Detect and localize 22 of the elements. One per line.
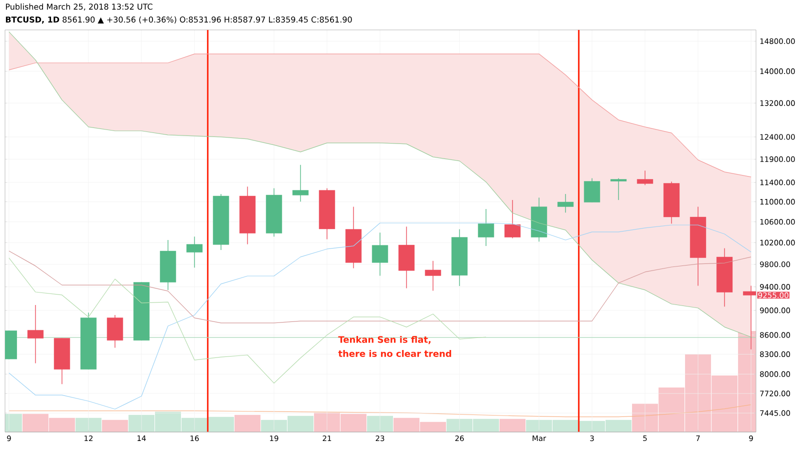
candlestick bbox=[636, 170, 654, 186]
line-series bbox=[8, 258, 486, 384]
bar bbox=[234, 414, 260, 432]
candlestick bbox=[106, 314, 124, 348]
candlestick bbox=[557, 194, 574, 214]
bar bbox=[102, 420, 128, 432]
bar bbox=[500, 418, 526, 432]
candlestick bbox=[478, 208, 494, 246]
candlestick bbox=[610, 178, 627, 200]
candlestick bbox=[584, 178, 600, 203]
candlestick bbox=[372, 232, 388, 276]
candlestick bbox=[27, 304, 44, 364]
annotation: there is no clear trend bbox=[338, 350, 452, 357]
chart-subtitle: Published March 25, 2018 13:52 UTC bbox=[6, 4, 152, 10]
chart-title: BTCUSD, 1D 8561.90 ▲ +30.56 (+0.36%) O:8531.96 H:8587.97 L:8359.45 C:8561.90 bbox=[6, 16, 352, 24]
candlestick bbox=[186, 236, 203, 268]
bar bbox=[367, 416, 393, 432]
candlestick bbox=[504, 200, 521, 239]
candlestick bbox=[424, 260, 442, 292]
bar bbox=[76, 418, 102, 432]
candlestick bbox=[292, 164, 309, 202]
annotation: Tenkan Sen is flat, bbox=[338, 336, 430, 344]
